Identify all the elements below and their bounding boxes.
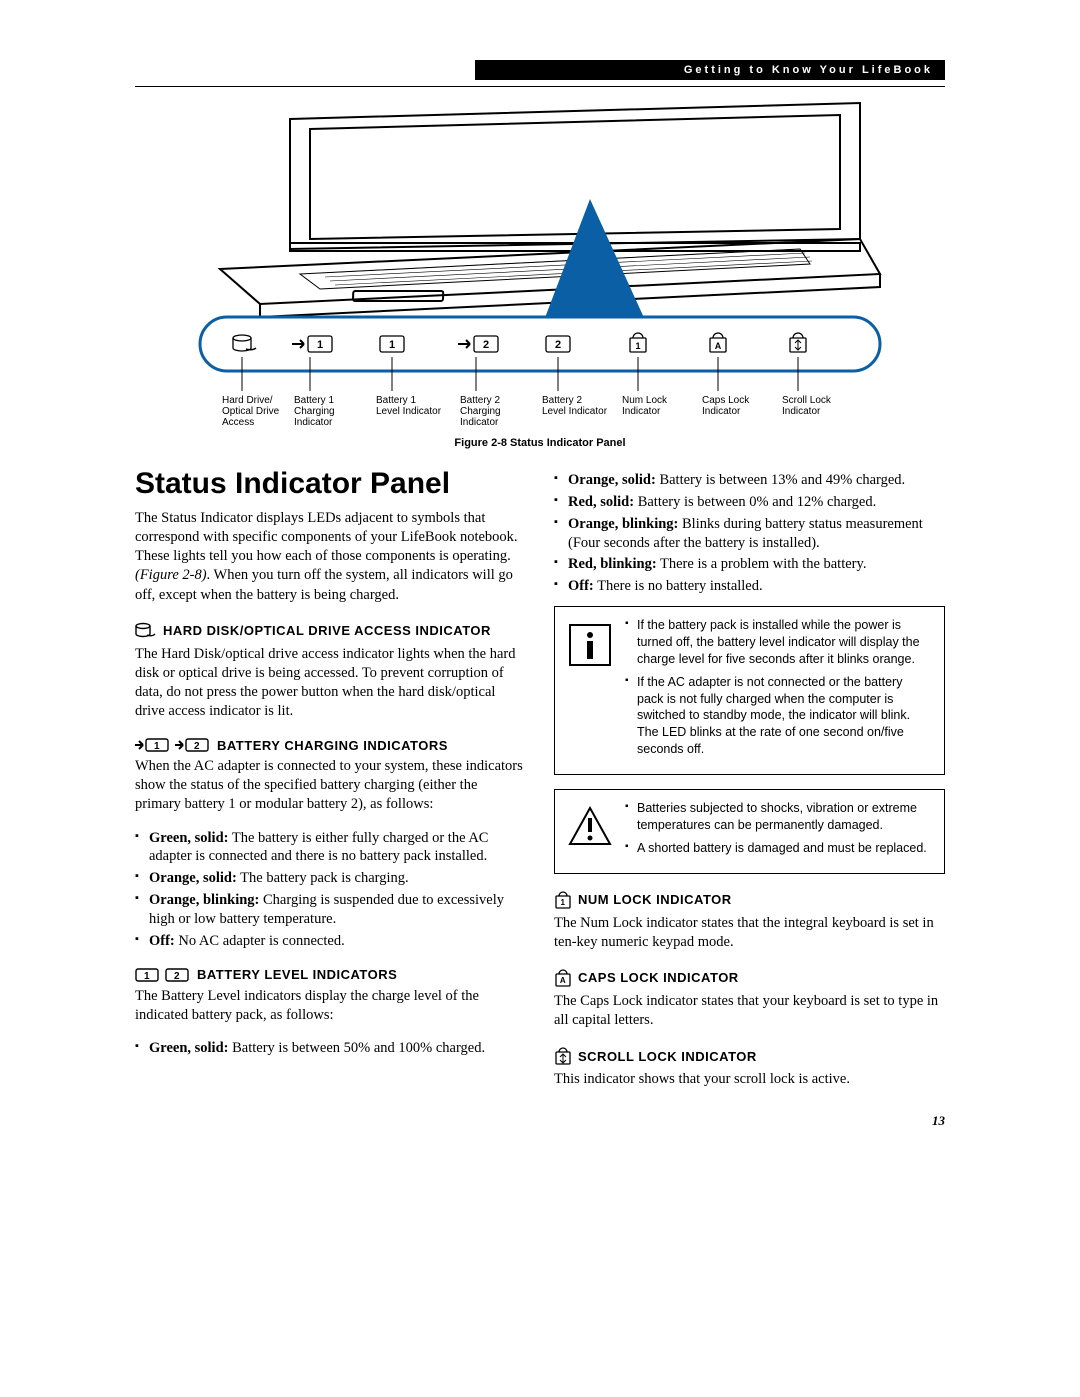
- scrolllock-body: This indicator shows that your scroll lo…: [554, 1070, 945, 1089]
- scrolllock-heading-text: Scroll Lock Indicator: [578, 1049, 757, 1064]
- svg-text:1: 1: [561, 898, 566, 907]
- svg-text:2: 2: [174, 971, 180, 982]
- svg-text:A: A: [715, 341, 722, 351]
- left-column: Status Indicator Panel The Status Indica…: [135, 467, 526, 1103]
- header-rule: [135, 86, 945, 87]
- svg-text:Optical Drive: Optical Drive: [222, 406, 280, 417]
- warning-note: Batteries subjected to shocks, vibration…: [554, 789, 945, 874]
- page-number: 13: [135, 1113, 945, 1129]
- svg-text:1: 1: [389, 339, 395, 351]
- warning-icon: [567, 800, 613, 846]
- svg-text:Num Lock: Num Lock: [622, 395, 668, 406]
- svg-text:Access: Access: [222, 417, 254, 428]
- list-item: Green, solid: Battery is between 50% and…: [135, 1039, 526, 1058]
- svg-text:Battery 1: Battery 1: [376, 395, 416, 406]
- list-item: Red, solid: Battery is between 0% and 12…: [554, 493, 945, 512]
- note-item: If the battery pack is installed while t…: [625, 617, 932, 668]
- list-item: Off: There is no battery installed.: [554, 577, 945, 596]
- svg-text:Level Indicator: Level Indicator: [376, 406, 442, 417]
- svg-text:Charging: Charging: [460, 406, 501, 417]
- numlock-body: The Num Lock indicator states that the i…: [554, 914, 945, 952]
- info-icon: [567, 617, 613, 667]
- hdd-heading: Hard Disk/Optical Drive Access Indicator: [135, 621, 526, 641]
- capslock-heading: A Caps Lock Indicator: [554, 968, 945, 988]
- scrolllock-icon: [554, 1046, 572, 1066]
- charging-heading-text: Battery Charging Indicators: [217, 738, 448, 753]
- svg-text:1: 1: [317, 339, 323, 351]
- svg-text:Indicator: Indicator: [702, 406, 741, 417]
- level-body: The Battery Level indicators display the…: [135, 987, 526, 1025]
- charging-list: Green, solid: The battery is either full…: [135, 829, 526, 951]
- capslock-body: The Caps Lock indicator states that your…: [554, 992, 945, 1030]
- list-item: Orange, solid: The battery pack is charg…: [135, 869, 526, 888]
- svg-text:Indicator: Indicator: [782, 406, 821, 417]
- svg-text:A: A: [560, 976, 566, 985]
- level-list-1: Green, solid: Battery is between 50% and…: [135, 1039, 526, 1058]
- manual-page: Getting to Know Your LifeBook: [0, 60, 1080, 1129]
- list-item: Off: No AC adapter is connected.: [135, 932, 526, 951]
- svg-text:Battery 1: Battery 1: [294, 395, 334, 406]
- svg-text:Hard Drive/: Hard Drive/: [222, 395, 273, 406]
- svg-text:Scroll Lock: Scroll Lock: [782, 395, 832, 406]
- numlock-heading: 1 Num Lock Indicator: [554, 890, 945, 910]
- scrolllock-heading: Scroll Lock Indicator: [554, 1046, 945, 1066]
- charging-heading: 1 2 Battery Charging Indicators: [135, 737, 526, 753]
- svg-text:Battery 2: Battery 2: [542, 395, 582, 406]
- svg-text:2: 2: [555, 339, 561, 351]
- svg-text:Charging: Charging: [294, 406, 335, 417]
- note-item: Batteries subjected to shocks, vibration…: [625, 800, 932, 834]
- breadcrumb: Getting to Know Your LifeBook: [475, 60, 945, 80]
- svg-text:2: 2: [483, 339, 489, 351]
- page-title: Status Indicator Panel: [135, 467, 526, 501]
- body-columns: Status Indicator Panel The Status Indica…: [135, 467, 945, 1103]
- numlock-heading-text: Num Lock Indicator: [578, 892, 732, 907]
- list-item: Orange, solid: Battery is between 13% an…: [554, 471, 945, 490]
- status-panel-illustration: 1 1 2 2 1 A: [160, 99, 920, 429]
- info-note: If the battery pack is installed while t…: [554, 606, 945, 775]
- svg-text:Indicator: Indicator: [622, 406, 661, 417]
- charging-icons: 1 2: [135, 737, 211, 753]
- svg-text:Caps Lock: Caps Lock: [702, 395, 750, 406]
- list-item: Red, blinking: There is a problem with t…: [554, 555, 945, 574]
- note-item: If the AC adapter is not connected or th…: [625, 674, 932, 758]
- callout-arrow: [540, 199, 650, 331]
- svg-text:1: 1: [635, 341, 640, 351]
- svg-text:Indicator: Indicator: [460, 417, 499, 428]
- level-heading-text: Battery Level Indicators: [197, 967, 397, 982]
- svg-text:1: 1: [154, 741, 160, 752]
- svg-text:2: 2: [194, 741, 200, 752]
- numlock-icon: 1: [554, 890, 572, 910]
- charging-body: When the AC adapter is connected to your…: [135, 757, 526, 814]
- svg-text:Level Indicator: Level Indicator: [542, 406, 608, 417]
- list-item: Orange, blinking: Charging is suspended …: [135, 891, 526, 929]
- level-list-2: Orange, solid: Battery is between 13% an…: [554, 471, 945, 596]
- figure-caption: Figure 2-8 Status Indicator Panel: [135, 437, 945, 449]
- capslock-heading-text: Caps Lock Indicator: [578, 970, 739, 985]
- hdd-body: The Hard Disk/optical drive access indic…: [135, 645, 526, 722]
- hdd-icon: [135, 621, 157, 641]
- note-item: A shorted battery is damaged and must be…: [625, 840, 932, 857]
- level-icons: 1 2: [135, 967, 191, 983]
- figure-2-8: 1 1 2 2 1 A: [135, 99, 945, 429]
- level-heading: 1 2 Battery Level Indicators: [135, 967, 526, 983]
- capslock-icon: A: [554, 968, 572, 988]
- list-item: Orange, blinking: Blinks during battery …: [554, 515, 945, 553]
- svg-text:Battery 2: Battery 2: [460, 395, 500, 406]
- hdd-heading-text: Hard Disk/Optical Drive Access Indicator: [163, 623, 491, 638]
- svg-text:Indicator: Indicator: [294, 417, 333, 428]
- svg-text:1: 1: [144, 971, 150, 982]
- intro-text: The Status Indicator displays LEDs adjac…: [135, 509, 526, 605]
- right-column: Orange, solid: Battery is between 13% an…: [554, 467, 945, 1103]
- list-item: Green, solid: The battery is either full…: [135, 829, 526, 867]
